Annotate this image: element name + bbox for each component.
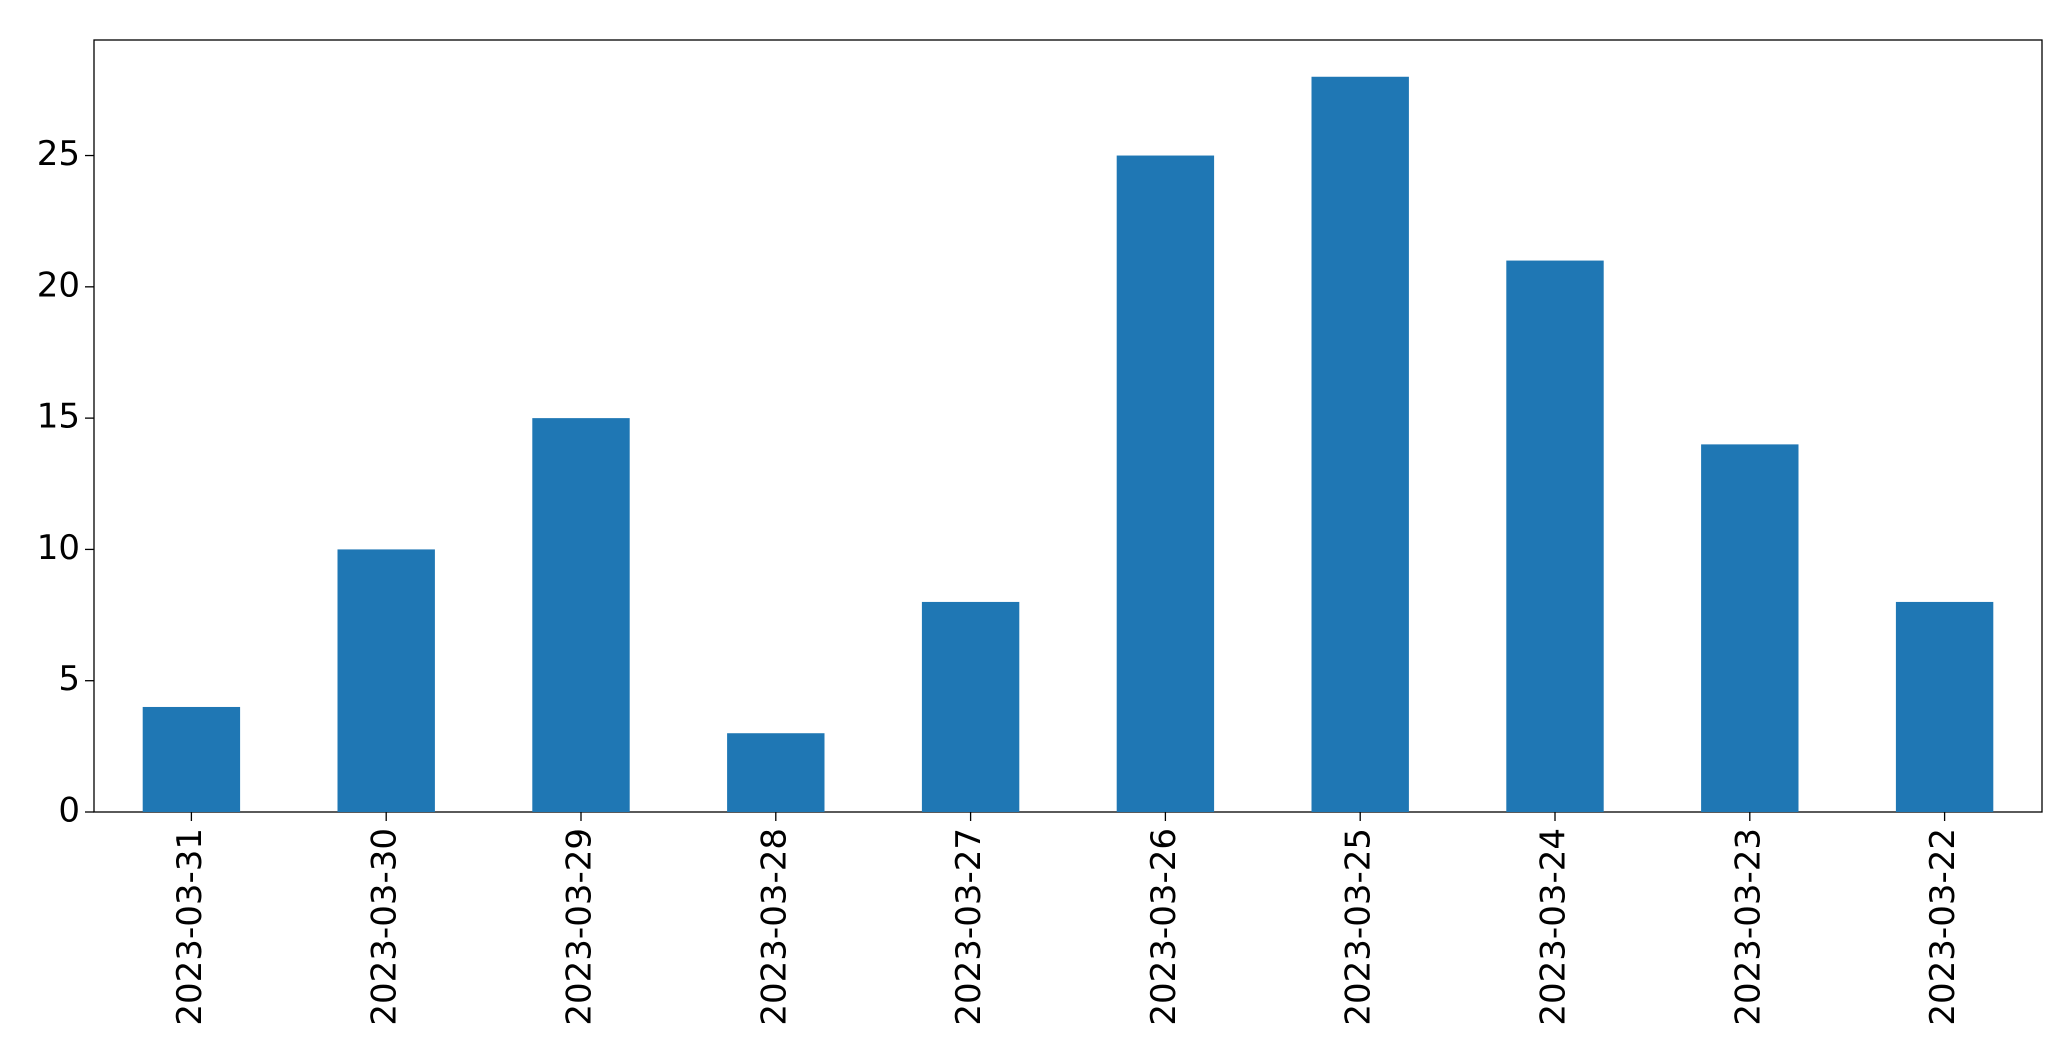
x-tick-label: 2023-03-26: [1144, 828, 1184, 1026]
x-tick-label: 2023-03-24: [1534, 828, 1574, 1026]
x-tick-label: 2023-03-29: [560, 828, 600, 1026]
bar: [1506, 260, 1604, 813]
y-tick-label: 20: [37, 265, 80, 305]
x-tick-label: 2023-03-30: [365, 828, 405, 1026]
plot-frame: [93, 39, 2043, 813]
y-tick-label: 0: [58, 791, 80, 831]
y-tick-label: 15: [37, 397, 80, 437]
x-tick-label: 2023-03-27: [949, 828, 989, 1026]
bar: [1311, 76, 1409, 812]
x-tick-label: 2023-03-28: [754, 828, 794, 1026]
x-tick-label: 2023-03-31: [170, 828, 210, 1026]
bar: [337, 549, 435, 812]
x-tick-label: 2023-03-25: [1339, 828, 1379, 1026]
bar: [1116, 155, 1215, 812]
bar: [142, 706, 241, 812]
x-tick-label: 2023-03-23: [1728, 828, 1768, 1026]
bar: [1895, 601, 1994, 812]
y-tick-label: 5: [58, 659, 80, 699]
x-tick-label: 2023-03-22: [1923, 828, 1963, 1026]
bar: [1701, 444, 1799, 812]
bar: [532, 418, 630, 812]
bar: [921, 601, 1020, 812]
y-tick-label: 10: [37, 528, 80, 568]
bar: [727, 733, 825, 812]
y-tick-label: 25: [37, 134, 80, 174]
